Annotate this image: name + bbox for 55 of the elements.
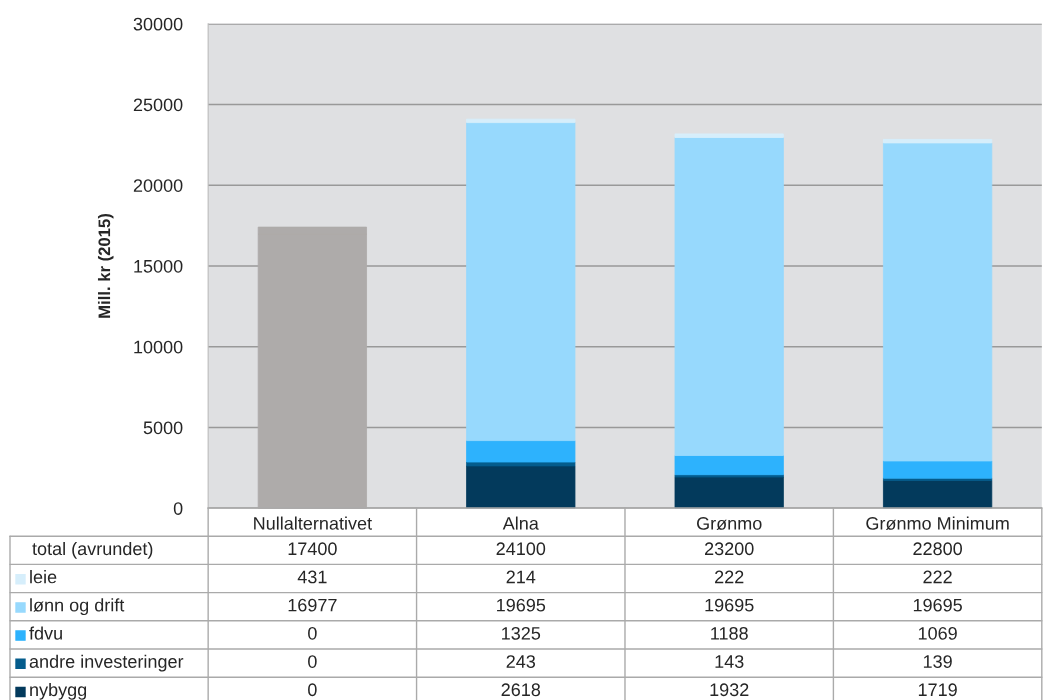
text: 23200 (705, 542, 754, 556)
x-tick-label: Alna (502, 516, 539, 530)
bar (674, 455, 784, 476)
x-tick-label: Grønmo Minimum (866, 516, 1009, 530)
data-label: 16977 (288, 598, 337, 612)
data-label: 19695 (913, 598, 962, 612)
x-tick-label: Nullalternativet (254, 516, 372, 530)
bar (674, 137, 784, 456)
data-label: 222 (923, 570, 952, 584)
data-label: 1719 (918, 683, 957, 697)
y-tick-label: 15000 (134, 259, 183, 273)
bar (883, 480, 993, 509)
data-label: 19695 (497, 598, 546, 612)
legend-label: andre investeringer (29, 654, 184, 672)
bar (466, 122, 576, 442)
data-label: 243 (506, 655, 536, 668)
bar (883, 460, 993, 479)
data-label: 222 (715, 570, 744, 584)
bar (466, 440, 576, 463)
legend-label: nybygg (30, 682, 87, 700)
data-label: 0 (308, 683, 317, 697)
bar (466, 118, 576, 124)
y-tick-label: 0 (173, 502, 183, 515)
text: 17400 (288, 542, 337, 556)
text: total (avrundet) (32, 541, 153, 559)
data-label: 431 (297, 570, 327, 584)
bar (466, 465, 576, 509)
y-axis-title: Mill. kr (2015) (97, 214, 114, 318)
y-tick-label: 10000 (134, 340, 183, 354)
y-tick-label: 25000 (133, 98, 183, 112)
data-label: 2618 (501, 683, 541, 697)
data-label: 1325 (502, 626, 541, 640)
text: 24100 (496, 542, 546, 556)
y-tick-label: 20000 (133, 179, 183, 192)
data-label: 1932 (710, 683, 749, 697)
data-label: 214 (506, 570, 536, 584)
data-label: 1069 (918, 626, 957, 640)
bar (674, 474, 784, 478)
data-label: 0 (308, 655, 317, 668)
data-label: 1188 (711, 626, 748, 640)
data-label: 143 (715, 655, 744, 668)
bar (674, 133, 784, 138)
y-tick-label: 5000 (143, 421, 183, 435)
data-label: 0 (308, 626, 317, 640)
data-label: 139 (923, 655, 952, 668)
text: 22800 (913, 542, 963, 556)
bar (883, 138, 993, 144)
y-tick-label: 30000 (133, 17, 183, 31)
legend-label: fdvu (29, 626, 62, 640)
legend-label: leie (30, 570, 57, 584)
bar (674, 476, 784, 509)
legend-label: lønn og drift (30, 598, 125, 616)
data-label: 19695 (705, 598, 754, 612)
x-tick-label: Grønmo (697, 517, 762, 530)
bar (883, 142, 993, 462)
